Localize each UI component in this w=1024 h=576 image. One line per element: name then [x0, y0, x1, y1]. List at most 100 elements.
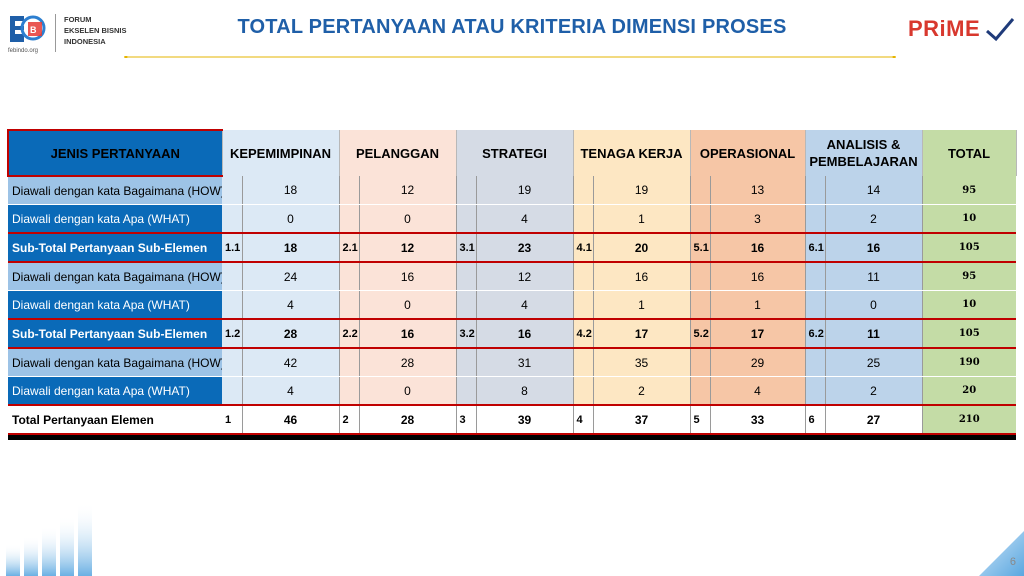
cell-tenaga-kerja-value: 37 — [593, 404, 691, 435]
row-label: Diawali dengan kata Apa (WHAT) — [8, 290, 222, 320]
cell-strategi-index — [456, 290, 477, 320]
cell-operasional-index: 5.2 — [690, 318, 711, 349]
header-analisis-line-1: ANALISIS & — [826, 137, 901, 152]
cell-pelanggan-value: 12 — [359, 176, 457, 205]
cell-strategi-value: 39 — [476, 404, 574, 435]
cell-total: 190 — [922, 348, 1017, 377]
cell-pelanggan-index — [339, 204, 360, 234]
cell-analisis-index — [805, 348, 826, 377]
cell-operasional-value: 3 — [710, 204, 806, 234]
cell-analisis-index — [805, 262, 826, 291]
cell-kepemimpinan-index: 1.2 — [222, 318, 243, 349]
cell-strategi-index: 3 — [456, 404, 477, 435]
table-body: Diawali dengan kata Bagaimana (HOW) 18 12 1… — [8, 176, 1017, 440]
cell-operasional-value: 4 — [710, 376, 806, 406]
cell-operasional-value: 17 — [710, 318, 806, 349]
cell-operasional-index — [690, 376, 711, 406]
cell-analisis-value: 16 — [825, 232, 923, 263]
cell-strategi-index — [456, 348, 477, 377]
cell-pelanggan-index — [339, 262, 360, 291]
header-kepemimpinan: KEPEMIMPINAN — [222, 130, 340, 176]
cell-analisis-index: 6 — [805, 404, 826, 435]
cell-kepemimpinan-index — [222, 376, 243, 406]
cell-pelanggan-value: 16 — [359, 262, 457, 291]
table-row: Diawali dengan kata Apa (WHAT) 0 0 4 1 3 2 10 — [8, 204, 1017, 234]
row-label: Diawali dengan kata Apa (WHAT) — [8, 204, 222, 234]
cell-kepemimpinan-index: 1.1 — [222, 232, 243, 263]
bar-graphic-decoration — [6, 502, 92, 576]
org-name-line-2: EKSELEN BISNIS — [64, 26, 127, 35]
cell-kepemimpinan-value: 42 — [242, 348, 340, 377]
cell-total: 20 — [922, 376, 1017, 406]
cell-operasional-index — [690, 290, 711, 320]
table-row: Diawali dengan kata Apa (WHAT) 4 0 8 2 4 2 20 — [8, 376, 1017, 406]
cell-pelanggan-value: 16 — [359, 318, 457, 349]
cell-operasional-index — [690, 262, 711, 291]
svg-text:B: B — [30, 25, 37, 35]
cell-strategi-index — [456, 376, 477, 406]
cell-strategi-value: 4 — [476, 290, 574, 320]
cell-kepemimpinan-value: 4 — [242, 376, 340, 406]
cell-tenaga-kerja-value: 20 — [593, 232, 691, 263]
org-name-line-1: FORUM — [64, 15, 92, 24]
header-analisis-line-2: PEMBELAJARAN — [809, 154, 918, 169]
cell-tenaga-kerja-index: 4.1 — [573, 232, 594, 263]
prime-logo: PRiME — [908, 16, 981, 41]
table-row: Diawali dengan kata Bagaimana (HOW) 24 16 1… — [8, 262, 1017, 291]
header-tenaga-kerja: TENAGA KERJA — [573, 130, 691, 176]
header-operasional: OPERASIONAL — [690, 130, 806, 176]
cell-pelanggan-value: 0 — [359, 376, 457, 406]
cell-analisis-index — [805, 204, 826, 234]
table-row: Diawali dengan kata Bagaimana (HOW) 18 12 1… — [8, 176, 1017, 205]
header-total: TOTAL — [922, 130, 1017, 176]
cell-pelanggan-value: 28 — [359, 404, 457, 435]
row-label: Diawali dengan kata Bagaimana (HOW) — [8, 348, 222, 377]
cell-kepemimpinan-value: 28 — [242, 318, 340, 349]
cell-kepemimpinan-index — [222, 290, 243, 320]
cell-analisis-index: 6.2 — [805, 318, 826, 349]
cell-tenaga-kerja-value: 17 — [593, 318, 691, 349]
cell-strategi-value: 16 — [476, 318, 574, 349]
header-analisis: ANALISIS & PEMBELAJARAN — [805, 130, 923, 176]
table-row: Diawali dengan kata Apa (WHAT) 4 0 4 1 1 0 10 — [8, 290, 1017, 320]
cell-kepemimpinan-index — [222, 204, 243, 234]
cell-strategi-index: 3.1 — [456, 232, 477, 263]
cell-kepemimpinan-index — [222, 348, 243, 377]
cell-operasional-value: 13 — [710, 176, 806, 205]
title-underline — [124, 56, 896, 58]
cell-kepemimpinan-value: 0 — [242, 204, 340, 234]
row-label: Sub-Total Pertanyaan Sub-Elemen — [8, 232, 222, 263]
cell-operasional-value: 33 — [710, 404, 806, 435]
cell-kepemimpinan-index: 1 — [222, 404, 243, 435]
cell-pelanggan-index: 2.2 — [339, 318, 360, 349]
cell-strategi-index — [456, 262, 477, 291]
cell-operasional-index: 5 — [690, 404, 711, 435]
cell-kepemimpinan-value: 46 — [242, 404, 340, 435]
cell-operasional-value: 16 — [710, 232, 806, 263]
cell-pelanggan-index: 2 — [339, 404, 360, 435]
header-strategi: STRATEGI — [456, 130, 574, 176]
cell-analisis-value: 25 — [825, 348, 923, 377]
org-url: febindo.org — [8, 48, 39, 54]
cell-strategi-index — [456, 204, 477, 234]
cell-tenaga-kerja-index: 4.2 — [573, 318, 594, 349]
cell-operasional-value: 16 — [710, 262, 806, 291]
cell-pelanggan-index: 2.1 — [339, 232, 360, 263]
cell-strategi-value: 19 — [476, 176, 574, 205]
cell-analisis-index — [805, 176, 826, 205]
cell-total: 105 — [922, 232, 1017, 263]
cell-tenaga-kerja-index — [573, 290, 594, 320]
cell-strategi-value: 23 — [476, 232, 574, 263]
cell-strategi-value: 31 — [476, 348, 574, 377]
cell-kepemimpinan-value: 4 — [242, 290, 340, 320]
cell-operasional-value: 29 — [710, 348, 806, 377]
cell-operasional-value: 1 — [710, 290, 806, 320]
criteria-table: JENIS PERTANYAAN KEPEMIMPINAN PELANGGAN … — [7, 129, 1017, 440]
cell-tenaga-kerja-value: 19 — [593, 176, 691, 205]
logo-divider — [55, 14, 56, 52]
cell-pelanggan-index — [339, 290, 360, 320]
cell-total: 210 — [922, 404, 1017, 435]
cell-pelanggan-value: 12 — [359, 232, 457, 263]
org-name-line-3: INDONESIA — [64, 37, 106, 46]
cell-strategi-value: 4 — [476, 204, 574, 234]
